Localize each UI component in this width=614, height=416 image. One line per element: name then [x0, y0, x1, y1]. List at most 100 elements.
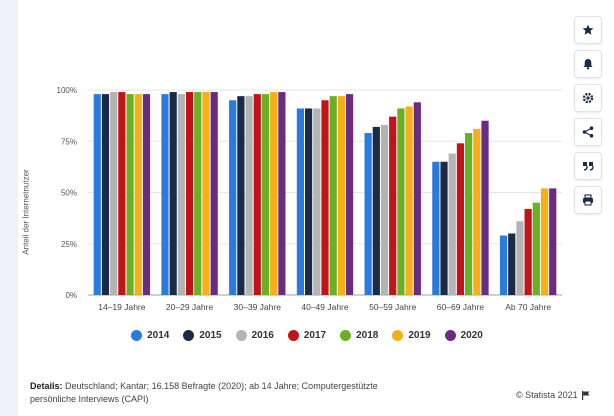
- bar-2017-1[interactable]: [185, 92, 194, 295]
- bar-2016-4[interactable]: [380, 124, 389, 295]
- notification-button[interactable]: [574, 50, 602, 78]
- legend-item-2016[interactable]: 2016: [235, 330, 274, 341]
- x-tick-label: 20–29 Jahre: [166, 302, 214, 312]
- details-note: Details: Deutschland; Kantar; 16.158 Bef…: [30, 380, 410, 406]
- star-icon: [582, 24, 594, 35]
- legend-label: 2017: [303, 330, 327, 341]
- bar-2016-0[interactable]: [110, 92, 118, 295]
- bell-icon: [583, 59, 593, 70]
- bar-2018-6[interactable]: [532, 202, 540, 295]
- settings-button[interactable]: [574, 84, 602, 112]
- x-tick-label: 60–69 Jahre: [437, 302, 485, 312]
- x-tick-label: 14–19 Jahre: [98, 302, 146, 312]
- bar-2018-1[interactable]: [194, 92, 202, 295]
- quote-icon: [583, 162, 594, 171]
- legend-marker: [287, 330, 299, 341]
- bar-2020-6[interactable]: [549, 188, 557, 295]
- bar-2015-3[interactable]: [305, 108, 313, 295]
- bar-2019-0[interactable]: [134, 94, 142, 295]
- bar-2016-5[interactable]: [448, 153, 456, 295]
- legend-label: 2014: [147, 330, 170, 341]
- legend-marker: [131, 330, 143, 341]
- gear-icon: [582, 92, 594, 104]
- bar-2018-5[interactable]: [465, 133, 473, 295]
- bar-2018-0[interactable]: [126, 94, 134, 295]
- y-tick-label: 25%: [61, 240, 77, 249]
- flag-icon[interactable]: [581, 390, 590, 400]
- y-tick-label: 75%: [61, 137, 77, 146]
- bar-2017-2[interactable]: [253, 94, 261, 295]
- bar-2019-3[interactable]: [337, 96, 345, 296]
- legend-marker: [183, 330, 195, 341]
- bar-2020-0[interactable]: [142, 94, 151, 295]
- legend-item-2014[interactable]: 2014: [131, 330, 169, 341]
- copyright[interactable]: © Statista 2021: [516, 390, 590, 400]
- bar-2019-2[interactable]: [270, 92, 278, 295]
- bar-2015-5[interactable]: [440, 161, 448, 295]
- legend-marker: [392, 330, 404, 341]
- bar-2015-2[interactable]: [237, 96, 245, 296]
- bar-2016-3[interactable]: [313, 108, 321, 295]
- bar-2020-4[interactable]: [413, 102, 421, 295]
- bar-2014-4[interactable]: [364, 133, 372, 295]
- x-tick-label: 50–59 Jahre: [369, 302, 417, 312]
- legend-label: 2019: [408, 330, 431, 341]
- toolbar: [574, 16, 602, 214]
- print-button[interactable]: [574, 186, 602, 214]
- bar-2016-2[interactable]: [245, 96, 253, 296]
- bar-2014-2[interactable]: [229, 100, 237, 295]
- print-icon: [583, 194, 593, 206]
- bar-2019-4[interactable]: [405, 106, 413, 296]
- bar-2019-1[interactable]: [202, 92, 210, 295]
- bar-2018-2[interactable]: [261, 94, 270, 295]
- bar-2016-6[interactable]: [516, 221, 524, 295]
- bar-2018-4[interactable]: [397, 108, 405, 295]
- legend: 2014 2015 2016 2017 2018 2019 2020: [0, 330, 614, 341]
- cite-button[interactable]: [574, 152, 602, 180]
- bar-2014-3[interactable]: [296, 108, 304, 295]
- bar-2020-5[interactable]: [481, 120, 489, 295]
- bar-2019-5[interactable]: [473, 128, 481, 295]
- x-tick-label: 40–49 Jahre: [301, 302, 349, 312]
- legend-item-2017[interactable]: 2017: [287, 330, 327, 341]
- legend-marker: [235, 330, 247, 341]
- bar-2014-6[interactable]: [499, 235, 508, 295]
- legend-label: 2016: [251, 330, 274, 341]
- legend-marker: [340, 330, 352, 341]
- bar-2017-5[interactable]: [456, 143, 465, 295]
- share-button[interactable]: [574, 118, 602, 146]
- bar-2014-5[interactable]: [432, 161, 440, 295]
- legend-item-2019[interactable]: 2019: [392, 330, 431, 341]
- y-tick-label: 50%: [61, 189, 77, 198]
- legend-label: 2018: [356, 330, 379, 341]
- x-tick-label: Ab 70 Jahre: [505, 302, 551, 312]
- bar-2014-0[interactable]: [93, 94, 101, 295]
- share-icon: [582, 126, 594, 138]
- bar-2015-6[interactable]: [508, 233, 516, 296]
- bar-2017-4[interactable]: [389, 116, 397, 296]
- x-tick-label: 30–39 Jahre: [234, 302, 282, 312]
- bar-2015-0[interactable]: [101, 94, 110, 295]
- bar-2015-4[interactable]: [372, 126, 380, 296]
- bar-2014-1[interactable]: [161, 94, 169, 295]
- legend-marker: [444, 330, 456, 341]
- bar-2017-3[interactable]: [321, 100, 329, 295]
- legend-item-2020[interactable]: 2020: [444, 330, 483, 341]
- bar-2019-6[interactable]: [540, 188, 549, 295]
- legend-item-2018[interactable]: 2018: [340, 330, 378, 341]
- bar-2017-6[interactable]: [524, 208, 532, 295]
- bar-2017-0[interactable]: [118, 92, 126, 295]
- bar-2016-1[interactable]: [177, 94, 185, 295]
- copyright-text[interactable]: © Statista 2021: [516, 390, 578, 400]
- details-label: Details:: [30, 381, 63, 391]
- bar-2018-3[interactable]: [329, 96, 337, 296]
- legend-label: 2020: [460, 330, 483, 341]
- legend-item-2015[interactable]: 2015: [183, 330, 222, 341]
- favorite-button[interactable]: [574, 16, 602, 44]
- bar-2020-2[interactable]: [278, 92, 286, 295]
- y-tick-label: 100%: [57, 86, 77, 95]
- bar-2020-1[interactable]: [210, 92, 218, 295]
- bar-2015-1[interactable]: [169, 92, 177, 295]
- bar-2020-3[interactable]: [346, 94, 354, 295]
